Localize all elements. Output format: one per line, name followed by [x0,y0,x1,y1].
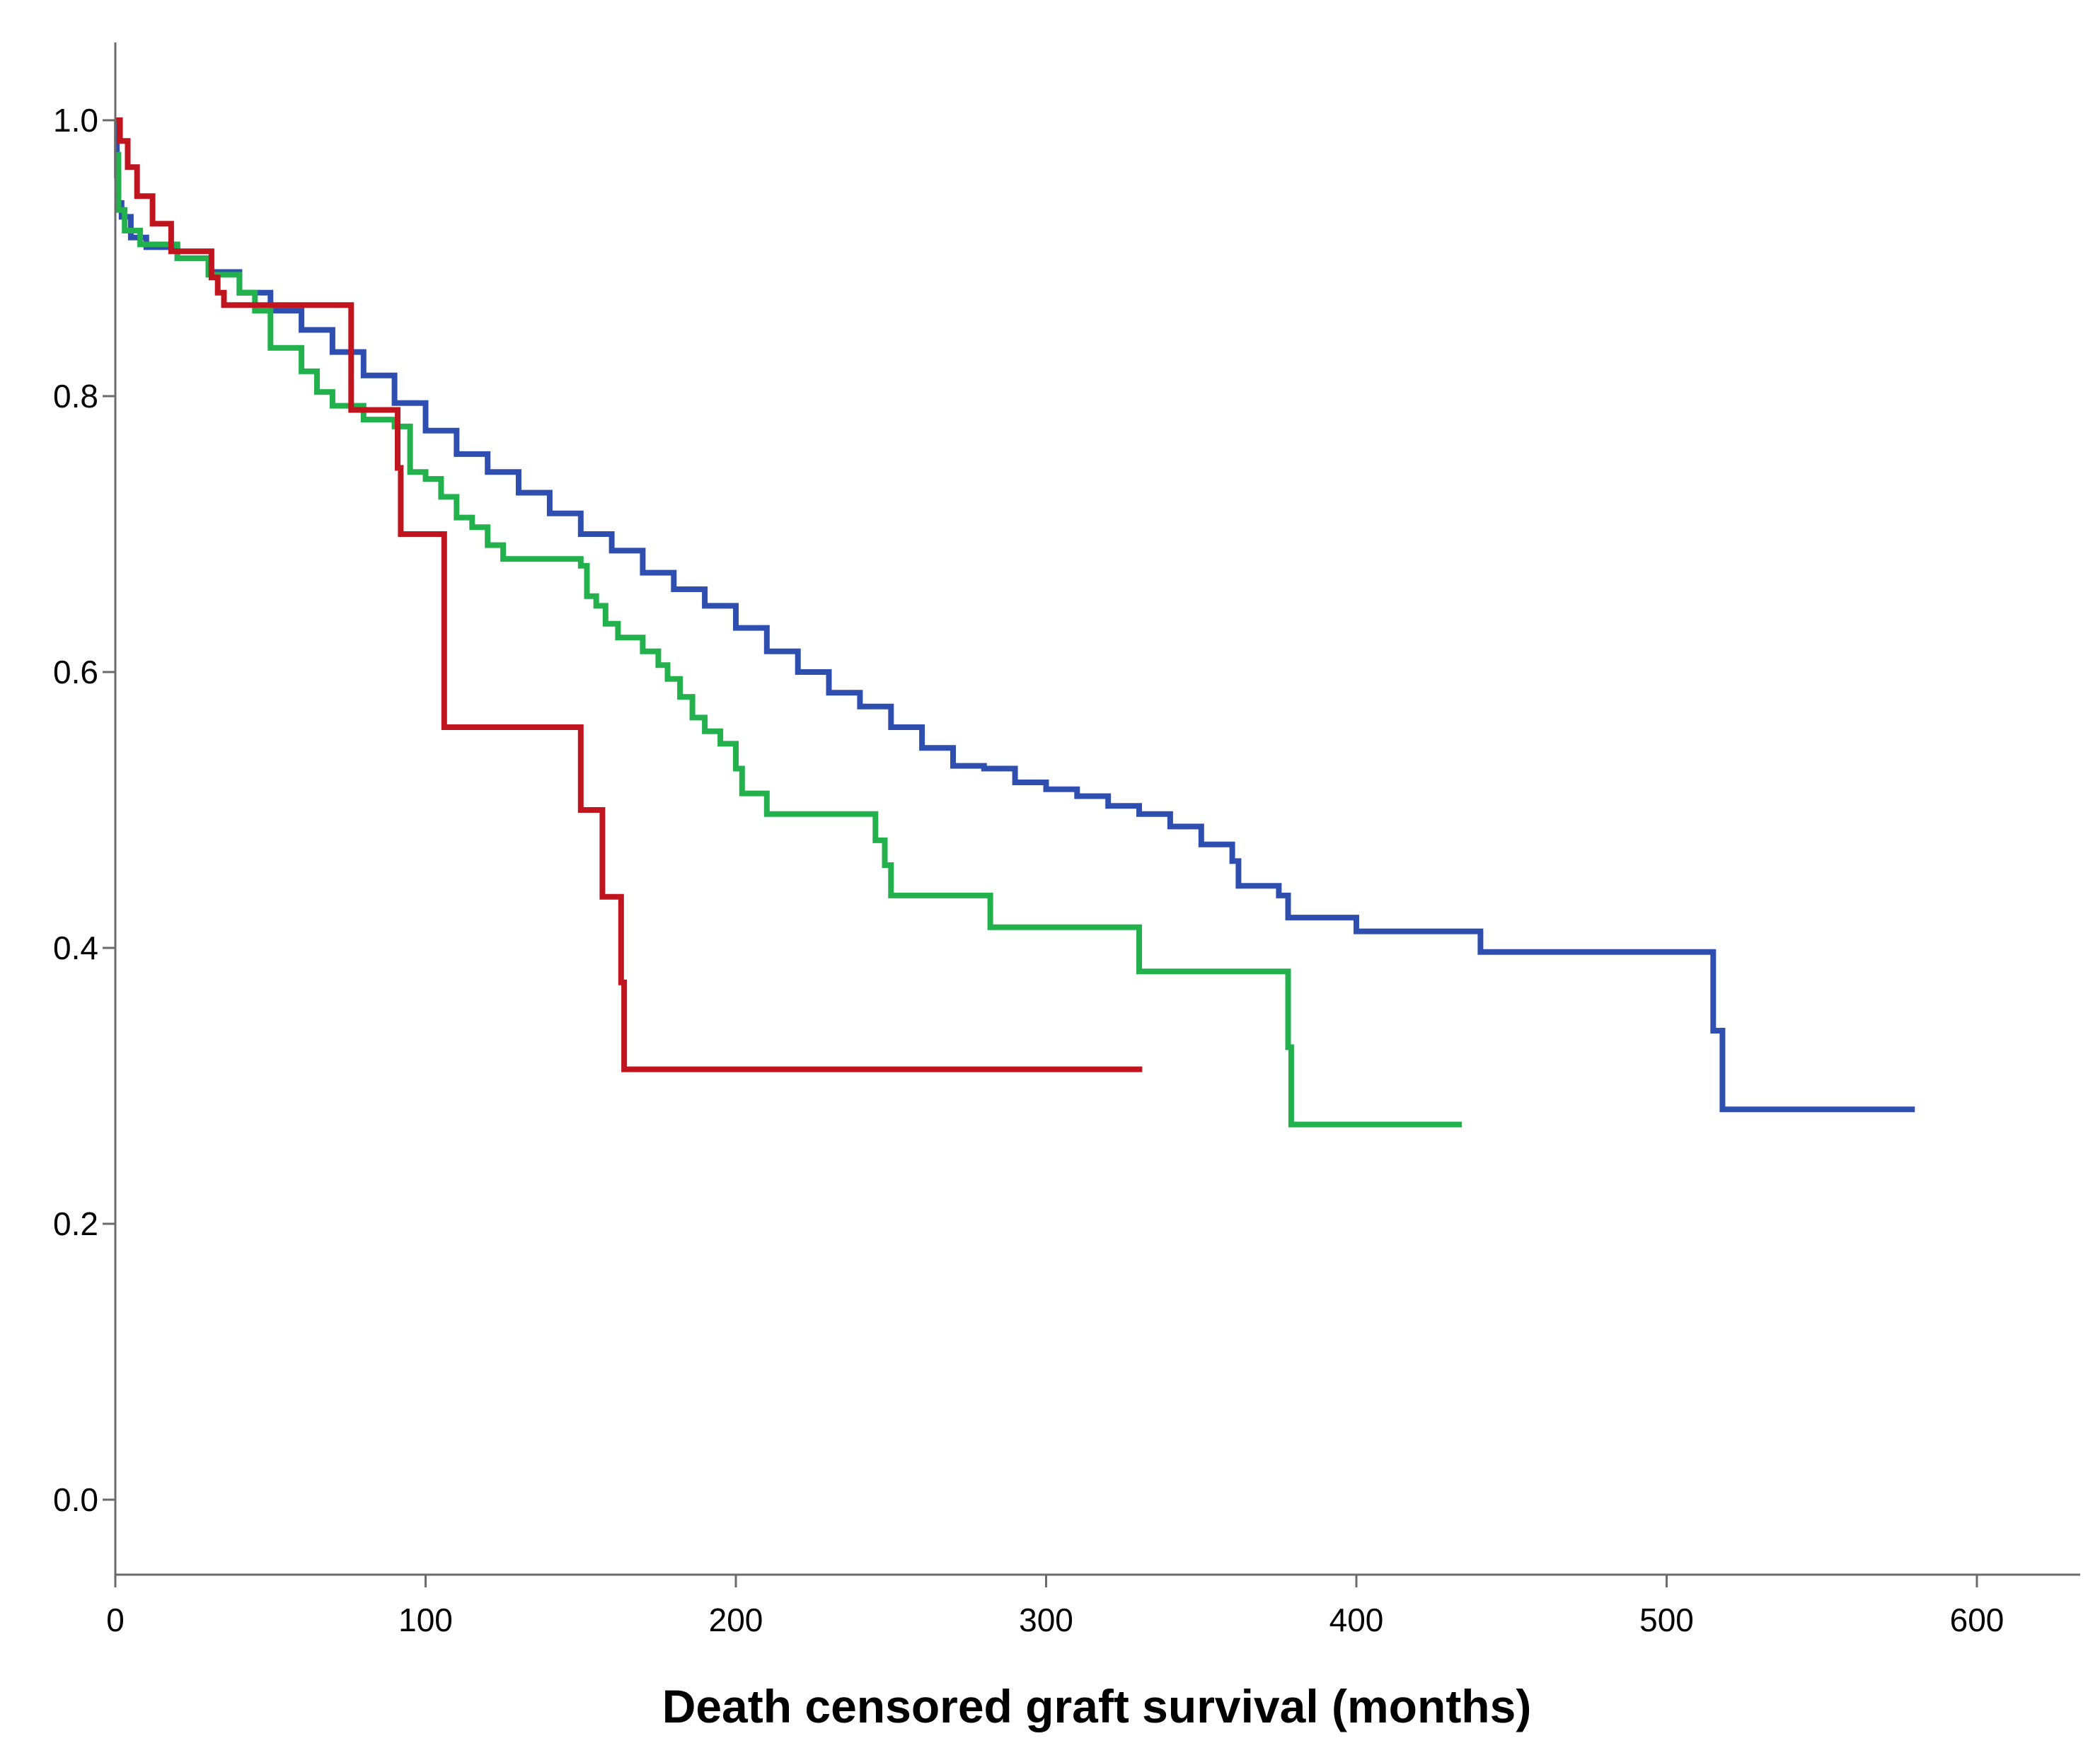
series-line-green [115,151,1462,1128]
x-tick-label: 600 [1950,1602,2004,1638]
y-tick-label: 0.0 [53,1481,98,1518]
series-line-blue [114,117,1915,1113]
y-tick-label: 0.4 [53,930,98,966]
x-tick-label: 300 [1019,1602,1073,1638]
y-tick-label: 0.6 [53,654,98,690]
series-line-red [115,117,1143,1072]
y-tick-label: 1.0 [53,102,98,139]
x-tick-label: 500 [1639,1602,1694,1638]
x-tick-label: 100 [398,1602,453,1638]
y-tick-label: 0.8 [53,378,98,415]
y-tick-label: 0.2 [53,1205,98,1242]
series-layer [114,117,1915,1128]
x-tick-label: 0 [106,1602,125,1638]
x-axis-title: Death censored graft survival (months) [662,1680,1532,1732]
x-tick-label: 400 [1329,1602,1384,1638]
x-tick-label: 200 [709,1602,763,1638]
y-axis-ticks: 0.0 0.2 0.4 0.6 0.8 1.0 [53,102,115,1518]
x-axis-ticks: 0 100 200 300 400 500 600 [106,1575,2004,1638]
